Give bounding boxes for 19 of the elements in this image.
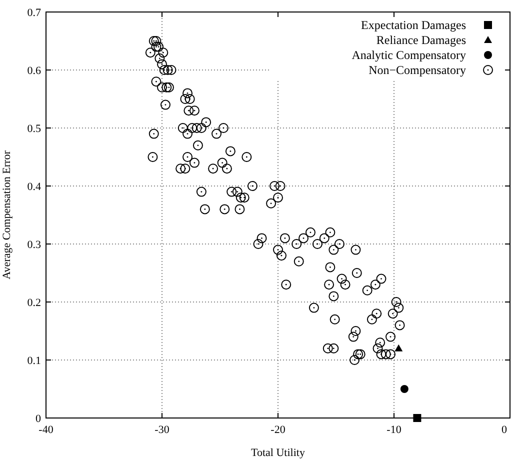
x-axis-title: Total Utility [251, 447, 306, 459]
x-tick-label: 0 [502, 424, 508, 436]
y-axis-title: Average Compensation Error [1, 150, 13, 280]
y-tick-label: 0.1 [27, 355, 41, 367]
y-tick-label: 0.4 [27, 181, 42, 193]
y-tick-label: 0.2 [27, 297, 41, 309]
legend-label: Expectation Damages [361, 18, 466, 32]
legend-label: Non−Compensatory [368, 63, 466, 77]
x-tick-label: -40 [38, 424, 54, 436]
y-tick-label: 0.3 [27, 239, 42, 251]
y-tick-label: 0.5 [27, 123, 42, 135]
legend-label: Reliance Damages [376, 33, 466, 47]
y-tick-label: 0.7 [27, 7, 42, 19]
y-tick-label: 0 [36, 413, 42, 425]
legend-label: Analytic Compensatory [352, 48, 466, 62]
x-tick-label: -30 [154, 424, 170, 436]
y-tick-label: 0.6 [27, 65, 42, 77]
x-tick-label: -10 [386, 424, 402, 436]
x-tick-label: -20 [270, 424, 286, 436]
